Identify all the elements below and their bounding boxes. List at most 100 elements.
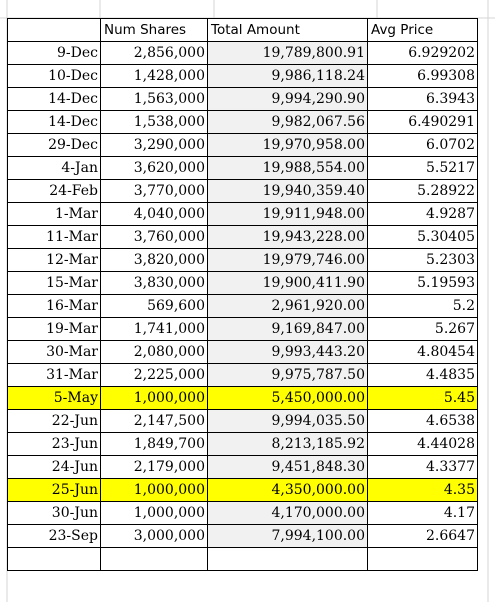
date-cell[interactable]: 19-Mar: [7, 317, 101, 341]
spreadsheet-table: Num Shares Total Amount Avg Price 9-Dec 2…: [7, 18, 478, 571]
avg-price-cell[interactable]: 5.5217: [367, 156, 478, 180]
num-shares-cell[interactable]: 3,830,000: [100, 271, 208, 295]
avg-price-cell[interactable]: 6.99308: [367, 64, 478, 88]
empty-cell[interactable]: [207, 547, 368, 571]
num-shares-cell[interactable]: 1,563,000: [100, 87, 208, 111]
num-shares-cell[interactable]: 3,290,000: [100, 133, 208, 157]
date-cell[interactable]: 22-Jun: [7, 409, 101, 433]
table-row: 22-Jun 2,147,500 9,994,035.50 4.6538: [7, 409, 478, 433]
num-shares-cell[interactable]: 3,000,000: [100, 524, 208, 548]
num-shares-cell[interactable]: 3,770,000: [100, 179, 208, 203]
num-shares-cell[interactable]: 2,856,000: [100, 41, 208, 65]
num-shares-cell[interactable]: 2,147,500: [100, 409, 208, 433]
num-shares-cell[interactable]: 1,538,000: [100, 110, 208, 134]
avg-price-cell[interactable]: 5.19593: [367, 271, 478, 295]
avg-price-cell[interactable]: 6.0702: [367, 133, 478, 157]
date-cell[interactable]: 14-Dec: [7, 110, 101, 134]
avg-price-cell[interactable]: 4.9287: [367, 202, 478, 226]
num-shares-cell[interactable]: 1,741,000: [100, 317, 208, 341]
header-cell-total-amount[interactable]: Total Amount: [207, 18, 368, 42]
avg-price-cell[interactable]: 6.929202: [367, 41, 478, 65]
avg-price-cell[interactable]: 5.45: [367, 386, 478, 410]
num-shares-cell[interactable]: 2,080,000: [100, 340, 208, 364]
total-amount-cell[interactable]: 19,900,411.90: [207, 271, 368, 295]
avg-price-cell[interactable]: 5.267: [367, 317, 478, 341]
date-cell[interactable]: 16-Mar: [7, 294, 101, 318]
avg-price-cell[interactable]: 6.490291: [367, 110, 478, 134]
total-amount-cell[interactable]: 9,994,035.50: [207, 409, 368, 433]
avg-price-cell[interactable]: 2.6647: [367, 524, 478, 548]
avg-price-cell[interactable]: 4.44028: [367, 432, 478, 456]
date-cell[interactable]: 31-Mar: [7, 363, 101, 387]
total-amount-cell[interactable]: 19,988,554.00: [207, 156, 368, 180]
table-row: 25-Jun 1,000,000 4,350,000.00 4.35: [7, 478, 478, 502]
avg-price-cell[interactable]: 4.17: [367, 501, 478, 525]
num-shares-cell[interactable]: 3,620,000: [100, 156, 208, 180]
total-amount-cell[interactable]: 9,993,443.20: [207, 340, 368, 364]
total-amount-cell[interactable]: 19,970,958.00: [207, 133, 368, 157]
num-shares-cell[interactable]: 1,000,000: [100, 386, 208, 410]
total-amount-cell[interactable]: 8,213,185.92: [207, 432, 368, 456]
date-cell[interactable]: 1-Mar: [7, 202, 101, 226]
total-amount-cell[interactable]: 9,986,118.24: [207, 64, 368, 88]
header-cell-avg-price[interactable]: Avg Price: [367, 18, 478, 42]
num-shares-cell[interactable]: 569,600: [100, 294, 208, 318]
date-cell[interactable]: 23-Sep: [7, 524, 101, 548]
date-cell[interactable]: 24-Feb: [7, 179, 101, 203]
total-amount-cell[interactable]: 4,350,000.00: [207, 478, 368, 502]
table-row: 9-Dec 2,856,000 19,789,800.91 6.929202: [7, 41, 478, 65]
date-cell[interactable]: 5-May: [7, 386, 101, 410]
date-cell[interactable]: 14-Dec: [7, 87, 101, 111]
total-amount-cell[interactable]: 4,170,000.00: [207, 501, 368, 525]
empty-cell[interactable]: [100, 547, 208, 571]
empty-cell[interactable]: [7, 547, 101, 571]
total-amount-cell[interactable]: 7,994,100.00: [207, 524, 368, 548]
num-shares-cell[interactable]: 2,225,000: [100, 363, 208, 387]
date-cell[interactable]: 10-Dec: [7, 64, 101, 88]
avg-price-cell[interactable]: 4.80454: [367, 340, 478, 364]
num-shares-cell[interactable]: 3,760,000: [100, 225, 208, 249]
total-amount-cell[interactable]: 5,450,000.00: [207, 386, 368, 410]
header-cell-date[interactable]: [7, 18, 101, 42]
avg-price-cell[interactable]: 5.2303: [367, 248, 478, 272]
total-amount-cell[interactable]: 9,982,067.56: [207, 110, 368, 134]
avg-price-cell[interactable]: 4.3377: [367, 455, 478, 479]
avg-price-cell[interactable]: 4.4835: [367, 363, 478, 387]
date-cell[interactable]: 29-Dec: [7, 133, 101, 157]
total-amount-cell[interactable]: 9,451,848.30: [207, 455, 368, 479]
num-shares-cell[interactable]: 4,040,000: [100, 202, 208, 226]
num-shares-cell[interactable]: 1,000,000: [100, 478, 208, 502]
total-amount-cell[interactable]: 2,961,920.00: [207, 294, 368, 318]
date-cell[interactable]: 30-Mar: [7, 340, 101, 364]
total-amount-cell[interactable]: 19,911,948.00: [207, 202, 368, 226]
total-amount-cell[interactable]: 9,169,847.00: [207, 317, 368, 341]
num-shares-cell[interactable]: 3,820,000: [100, 248, 208, 272]
total-amount-cell[interactable]: 19,789,800.91: [207, 41, 368, 65]
total-amount-cell[interactable]: 19,979,746.00: [207, 248, 368, 272]
header-cell-num-shares[interactable]: Num Shares: [100, 18, 208, 42]
avg-price-cell[interactable]: 6.3943: [367, 87, 478, 111]
date-cell[interactable]: 11-Mar: [7, 225, 101, 249]
date-cell[interactable]: 23-Jun: [7, 432, 101, 456]
date-cell[interactable]: 15-Mar: [7, 271, 101, 295]
total-amount-cell[interactable]: 19,943,228.00: [207, 225, 368, 249]
total-amount-cell[interactable]: 19,940,359.40: [207, 179, 368, 203]
date-cell[interactable]: 12-Mar: [7, 248, 101, 272]
avg-price-cell[interactable]: 4.35: [367, 478, 478, 502]
total-amount-cell[interactable]: 9,975,787.50: [207, 363, 368, 387]
total-amount-cell[interactable]: 9,994,290.90: [207, 87, 368, 111]
avg-price-cell[interactable]: 5.30405: [367, 225, 478, 249]
num-shares-cell[interactable]: 1,428,000: [100, 64, 208, 88]
avg-price-cell[interactable]: 4.6538: [367, 409, 478, 433]
avg-price-cell[interactable]: 5.2: [367, 294, 478, 318]
date-cell[interactable]: 9-Dec: [7, 41, 101, 65]
empty-cell[interactable]: [367, 547, 478, 571]
date-cell[interactable]: 25-Jun: [7, 478, 101, 502]
num-shares-cell[interactable]: 2,179,000: [100, 455, 208, 479]
date-cell[interactable]: 30-Jun: [7, 501, 101, 525]
num-shares-cell[interactable]: 1,849,700: [100, 432, 208, 456]
avg-price-cell[interactable]: 5.28922: [367, 179, 478, 203]
date-cell[interactable]: 24-Jun: [7, 455, 101, 479]
date-cell[interactable]: 4-Jan: [7, 156, 101, 180]
num-shares-cell[interactable]: 1,000,000: [100, 501, 208, 525]
